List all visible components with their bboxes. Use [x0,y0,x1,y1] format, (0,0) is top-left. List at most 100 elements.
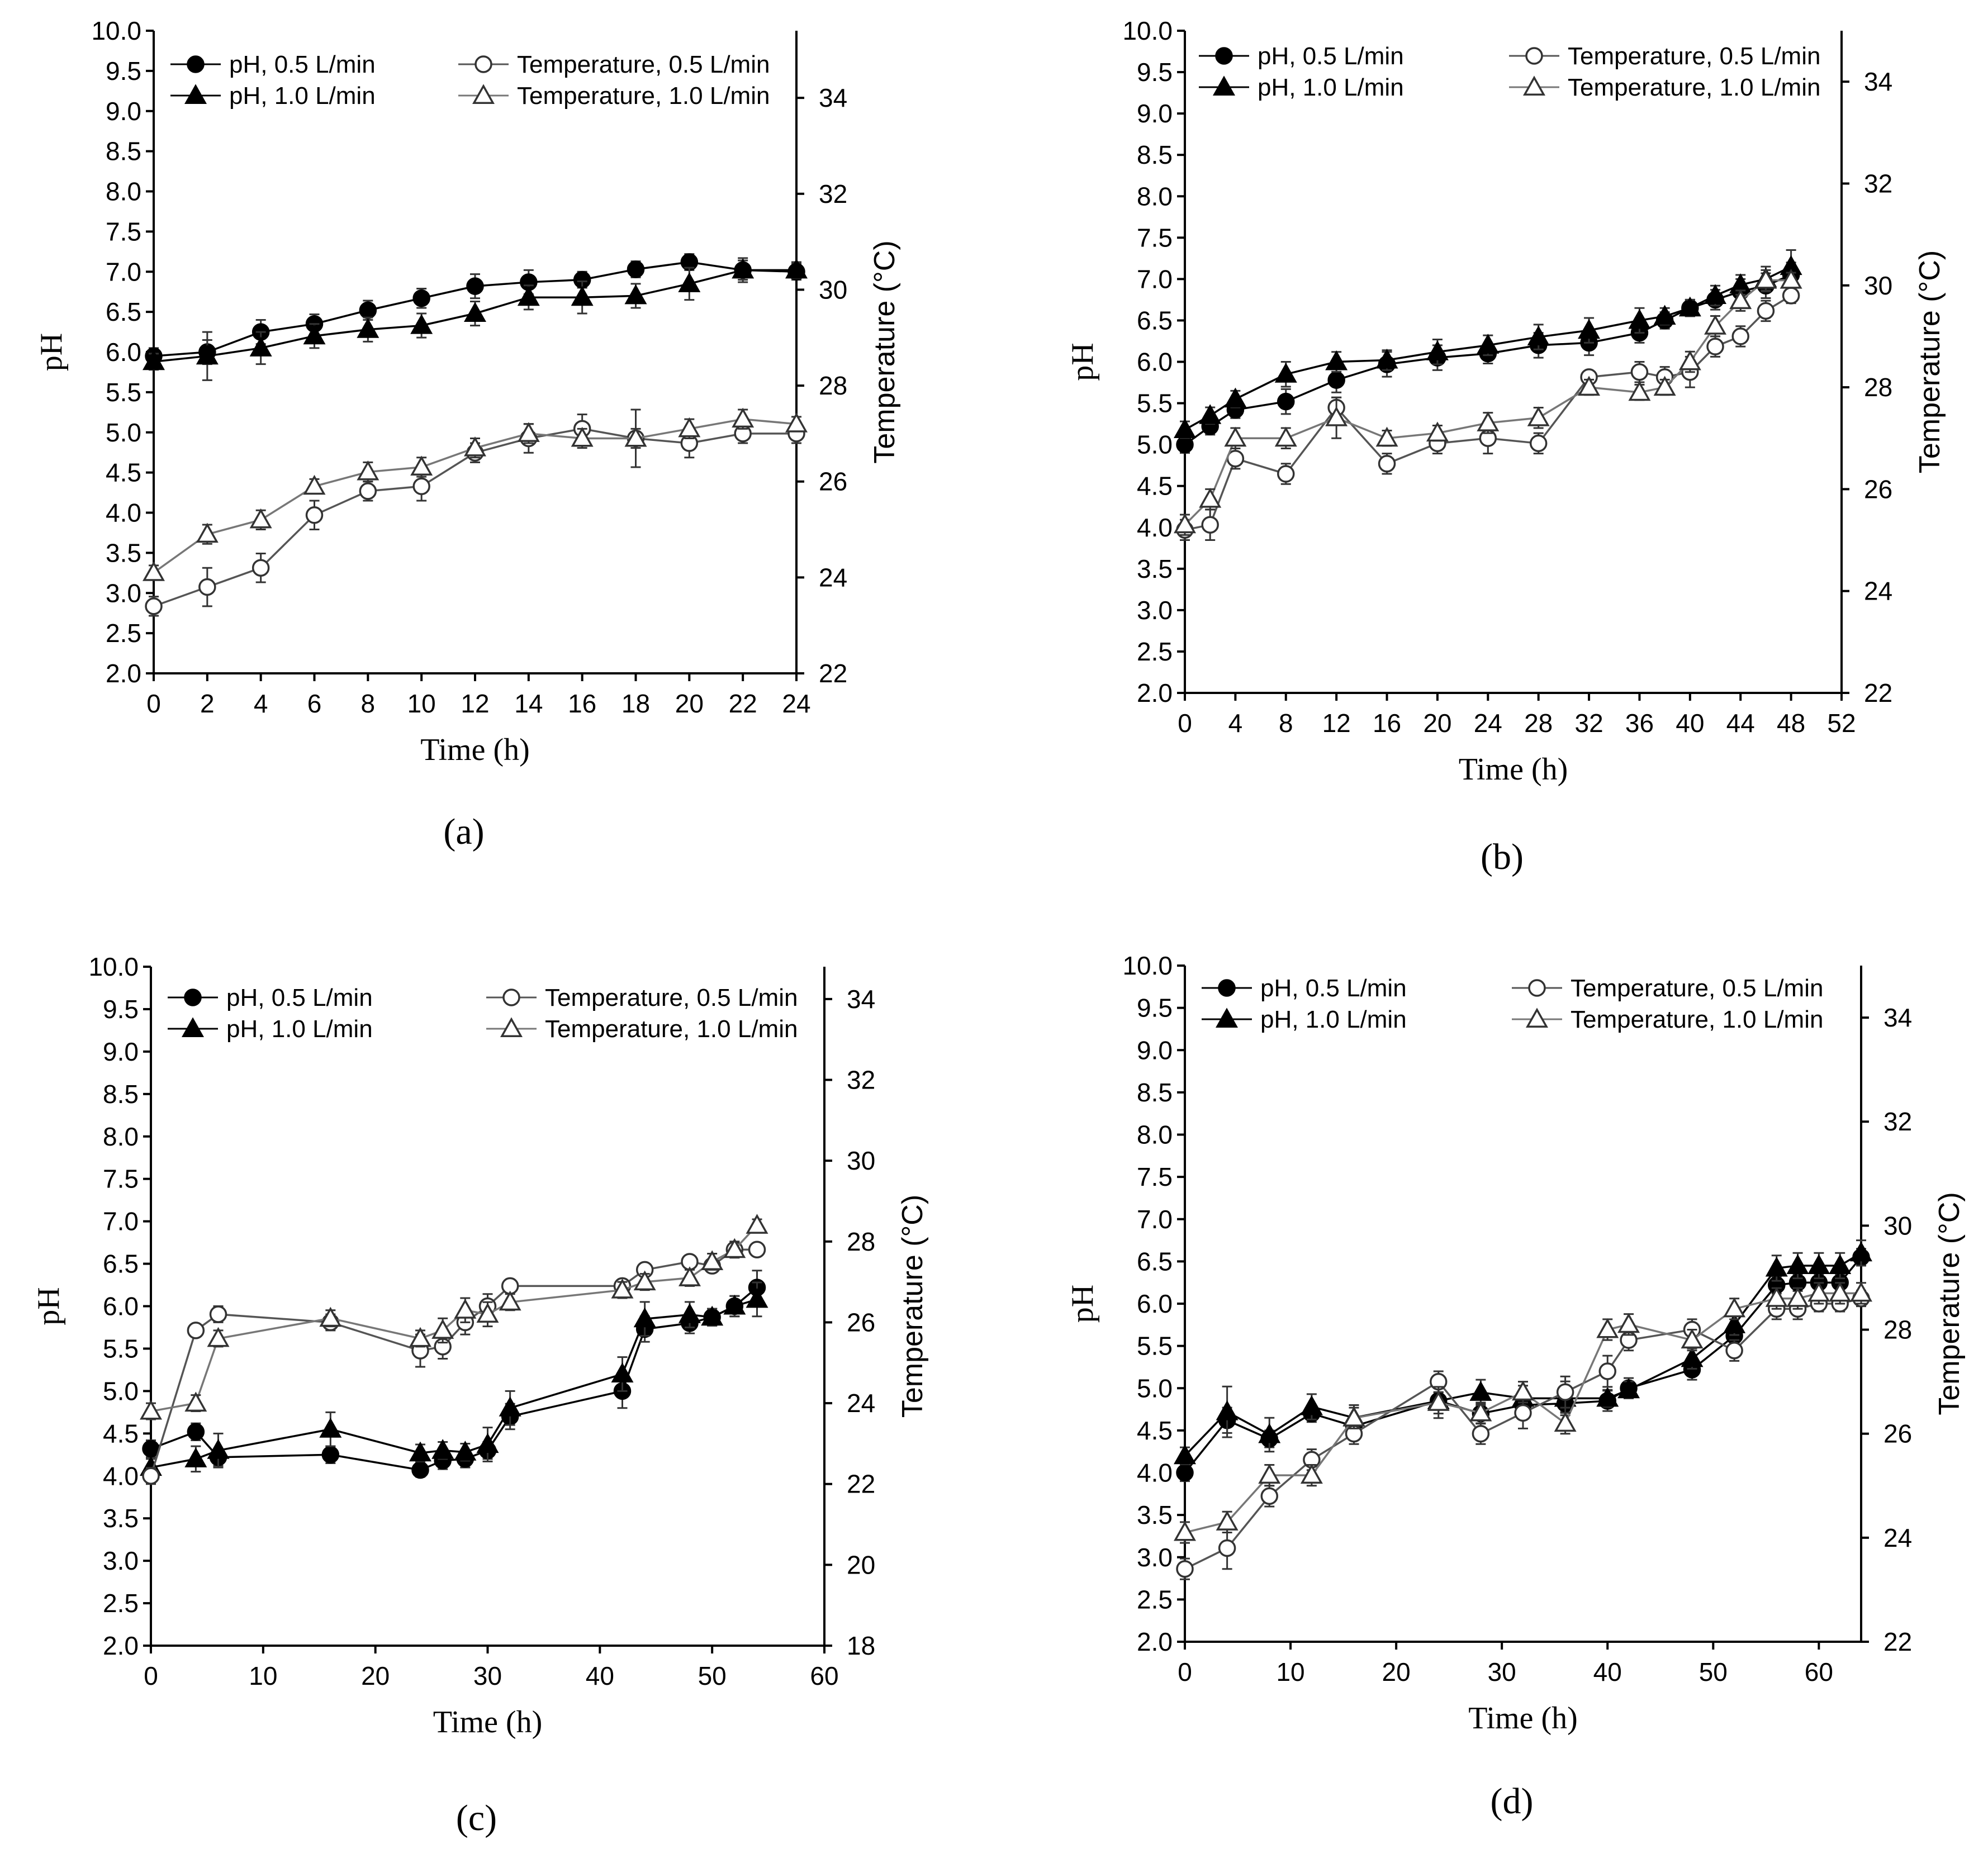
legend-label: Temperature, 0.5 L/min [1571,975,1823,1002]
legend-marker [475,55,492,73]
data-point [1596,1386,1619,1407]
data-point [1850,1241,1872,1262]
series-triangle-filled [1174,249,1802,439]
y-tick-label-left: 8.5 [1137,1078,1173,1107]
data-point [303,474,326,495]
data-point [678,417,701,438]
legend-marker [184,84,207,104]
panel-label: (b) [1481,837,1524,877]
legend-marker [1528,979,1546,997]
legend-entry: Temperature, 0.5 L/min [1509,42,1820,70]
data-point [142,1467,160,1485]
y-tick-label-left: 5.5 [103,1334,139,1363]
data-point [723,1238,746,1258]
legend-label: pH, 1.0 L/min [1258,74,1404,101]
y-tick-label-left: 7.0 [106,257,141,286]
legend-entry: pH, 1.0 L/min [1199,74,1404,101]
x-tick-label: 4 [254,689,268,718]
y-axis-title-right: Temperature (°C) [1914,250,1946,473]
y-tick-label-left: 3.0 [1137,596,1173,625]
series-line [150,1248,757,1476]
data-point [633,1270,656,1291]
x-tick-label: 24 [782,689,810,718]
data-point [1527,325,1550,346]
y-tick-label-left: 7.0 [1137,1205,1173,1234]
data-point [464,436,486,457]
data-point [1729,289,1752,310]
legend-marker [182,1017,204,1038]
x-tick-label: 4 [1228,709,1243,738]
data-point [196,522,219,543]
data-point [678,272,701,292]
y-tick-label-right: 34 [1864,67,1892,96]
data-point [1786,1287,1809,1307]
y-tick-label-left: 7.5 [103,1165,139,1194]
data-point [1477,411,1500,431]
x-tick-label: 20 [675,689,704,718]
legend-entry: pH, 0.5 L/min [1202,975,1407,1002]
data-point [357,318,379,338]
legend-marker [1526,1008,1548,1028]
data-point [1628,308,1651,329]
y-tick-label-right: 24 [819,563,847,592]
data-point [746,1287,768,1308]
y-tick-label-right: 30 [847,1146,875,1175]
data-point [187,1322,205,1339]
y-tick-label-left: 9.5 [106,56,141,85]
data-point [624,284,647,305]
y-tick-label-left: 3.5 [1137,1500,1173,1529]
x-axis-title: Time (h) [1459,752,1568,787]
x-axis-title: Time (h) [433,1705,543,1740]
data-point [196,344,219,365]
data-point [1258,1423,1281,1443]
y-tick-label-left: 8.0 [103,1122,139,1151]
data-point [1731,327,1749,345]
y-tick-label-left: 4.5 [103,1419,139,1448]
data-point [1554,1412,1577,1432]
data-point [476,1303,499,1323]
x-tick-label: 40 [1593,1657,1622,1686]
data-point [143,561,165,581]
y-tick-label-left: 9.0 [1137,99,1173,128]
y-tick-label-right: 26 [819,467,847,496]
data-point [184,1391,207,1412]
data-point [746,1214,768,1234]
legend-label: Temperature, 1.0 L/min [517,82,770,110]
legend-marker [1215,47,1233,65]
x-tick-label: 10 [1276,1657,1304,1686]
data-point [319,1418,342,1438]
y-tick-label-left: 8.0 [1137,1120,1173,1149]
y-tick-label-left: 2.5 [1137,637,1173,666]
x-tick-label: 24 [1474,709,1502,738]
legend-entry: Temperature, 1.0 L/min [1509,74,1820,101]
data-point [1327,371,1345,389]
y-tick-label-left: 5.5 [1137,1332,1173,1361]
x-tick-label: 20 [1423,709,1451,738]
data-point [1578,376,1601,396]
data-point [198,578,216,596]
legend-marker [1525,47,1543,65]
y-tick-label-left: 5.5 [1137,389,1173,418]
data-point [1174,513,1196,534]
data-point [454,1441,477,1461]
legend-marker [502,989,520,1006]
x-tick-label: 0 [1178,1657,1192,1686]
y-tick-label-left: 9.5 [1137,58,1173,87]
legend-entry: pH, 1.0 L/min [168,1015,373,1043]
data-point [1375,426,1398,447]
legend-marker [1523,75,1545,96]
x-tick-label: 18 [621,689,650,718]
data-point [732,258,755,279]
x-tick-label: 30 [1488,1657,1516,1686]
data-point [1596,1318,1619,1338]
data-point [466,277,484,295]
legend-entry: pH, 1.0 L/min [1202,1006,1407,1033]
data-point [140,1399,162,1420]
legend-label: Temperature, 1.0 L/min [1571,1006,1823,1033]
data-point [571,286,594,306]
y-tick-label-left: 5.0 [106,418,141,447]
x-tick-label: 40 [1676,709,1704,738]
data-point [1469,1381,1492,1401]
data-point [1829,1254,1852,1274]
